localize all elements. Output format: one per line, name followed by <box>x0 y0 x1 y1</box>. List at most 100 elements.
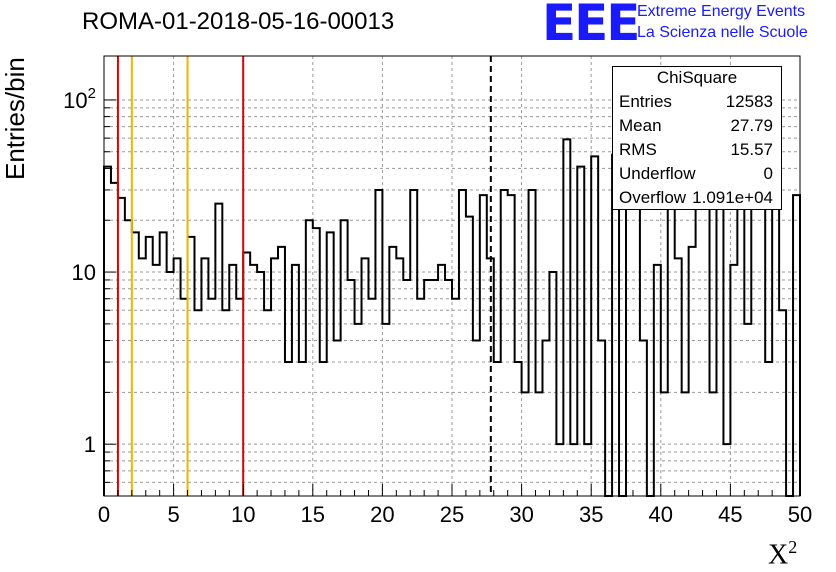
histogram-bin <box>480 195 487 496</box>
histogram-bin <box>424 280 431 496</box>
histogram-bin <box>640 341 647 496</box>
histogram-bin <box>515 362 522 496</box>
histogram-bin <box>181 299 188 496</box>
histogram-bin <box>375 190 382 496</box>
x-tick-label: 50 <box>788 502 812 527</box>
histogram-bin <box>765 362 772 496</box>
stats-value: 15.57 <box>730 140 773 159</box>
stats-label: Entries <box>619 92 672 111</box>
histogram-bin <box>556 444 563 496</box>
histogram-bin <box>215 204 222 496</box>
histogram-bin <box>438 265 445 496</box>
histogram-bin <box>257 272 264 496</box>
histogram-bin <box>445 280 452 496</box>
histogram-bin <box>529 190 536 496</box>
stats-value: 12583 <box>725 92 773 111</box>
histogram-bin <box>382 324 389 496</box>
y-tick-label: 1 <box>84 432 96 457</box>
histogram-bin <box>633 190 640 496</box>
histogram-bin <box>723 444 730 496</box>
histogram-bin <box>146 237 153 496</box>
histogram-bin <box>501 190 508 496</box>
histogram-bin <box>355 324 362 496</box>
stats-value: 1.091e+04 <box>692 188 773 207</box>
histogram-bin <box>410 190 417 496</box>
histogram-bin <box>466 217 473 496</box>
histogram-bin <box>473 341 480 496</box>
histogram-bin <box>201 258 208 496</box>
histogram-bin <box>111 183 118 496</box>
histogram-bin <box>320 362 327 496</box>
stats-label: Underflow <box>619 164 696 183</box>
histogram-bin <box>299 362 306 496</box>
histogram-bin <box>139 258 146 496</box>
histogram-bin <box>125 220 132 496</box>
histogram-bin <box>278 247 285 496</box>
x-tick-label: 30 <box>509 502 533 527</box>
histogram-bin <box>563 139 570 496</box>
stats-row-rms: RMS 15.57 <box>613 138 781 162</box>
histogram-bin <box>584 444 591 496</box>
histogram-outline <box>103 105 801 497</box>
x-tick-label: 10 <box>231 502 255 527</box>
x-axis-label: X2 <box>768 537 797 571</box>
x-tick-label: 35 <box>579 502 603 527</box>
histogram-bin <box>118 198 125 496</box>
histogram-bin <box>710 392 717 496</box>
histogram-bin <box>459 190 466 496</box>
histogram-bin <box>174 258 181 496</box>
x-tick-label: 20 <box>370 502 394 527</box>
histogram-bin <box>341 220 348 496</box>
stats-row-entries: Entries 12583 <box>613 90 781 114</box>
histogram-bin <box>264 310 271 496</box>
histogram-bin <box>243 252 250 496</box>
histogram-bin <box>194 310 201 496</box>
histogram-bin <box>542 341 549 496</box>
logo-text-line1: Extreme Energy Events <box>637 3 806 20</box>
histogram-bin <box>689 247 696 496</box>
y-tick-label: 102 <box>63 85 96 113</box>
histogram-bin <box>334 341 341 496</box>
histogram-bin <box>703 185 710 496</box>
histogram-bin <box>188 237 195 496</box>
histogram-bin <box>682 392 689 496</box>
histogram-bin <box>396 258 403 496</box>
histogram-bin <box>508 195 515 496</box>
histogram-bin <box>549 272 556 496</box>
histogram-bin <box>570 444 577 496</box>
histogram-bin <box>327 232 334 496</box>
histogram-bin <box>167 272 174 496</box>
histogram-bin <box>779 310 786 496</box>
x-axis-label-sup: 2 <box>788 537 798 557</box>
histogram-bin <box>793 195 800 496</box>
histogram-bin <box>522 392 529 496</box>
histogram-bin <box>591 156 598 496</box>
stats-row-overflow: Overflow 1.091e+04 <box>613 186 781 210</box>
histogram-bin <box>229 265 236 496</box>
histogram-bin <box>348 280 355 496</box>
histogram-bin <box>271 258 278 496</box>
histogram-bin <box>153 265 160 496</box>
histogram-bin <box>417 299 424 496</box>
x-tick-label: 40 <box>649 502 673 527</box>
x-tick-label: 0 <box>98 502 110 527</box>
x-tick-label: 5 <box>167 502 179 527</box>
histogram-bin <box>654 265 661 496</box>
stats-row-underflow: Underflow 0 <box>613 162 781 186</box>
x-tick-label: 25 <box>440 502 464 527</box>
stats-title: ChiSquare <box>656 68 738 87</box>
histogram-bin <box>222 310 229 496</box>
histogram-bin <box>250 265 257 496</box>
histogram-bin <box>730 265 737 496</box>
histogram-bin <box>403 280 410 496</box>
stats-label: RMS <box>619 140 657 159</box>
histogram-bin <box>494 362 501 496</box>
histogram-bin <box>577 167 584 496</box>
stats-label: Overflow <box>619 188 687 207</box>
x-axis-label-base: X <box>768 539 789 571</box>
histogram-bin <box>313 228 320 496</box>
histogram-bin <box>160 232 167 496</box>
x-tick-label: 45 <box>718 502 742 527</box>
histogram-bin <box>132 232 139 496</box>
